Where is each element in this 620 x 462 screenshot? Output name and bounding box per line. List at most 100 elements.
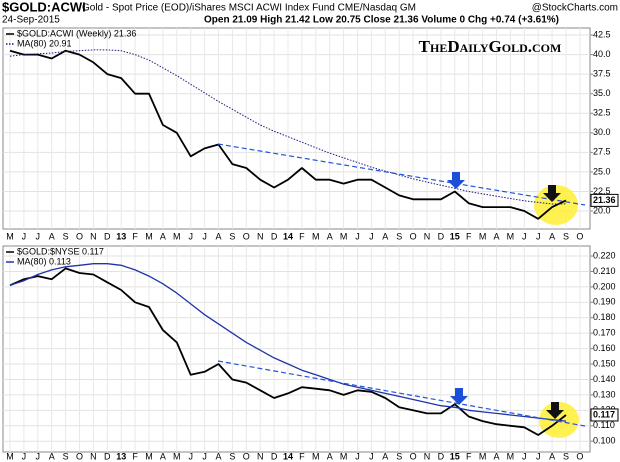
date: 24-Sep-2015	[2, 15, 60, 26]
x-tick-label: F	[466, 451, 472, 461]
plot-layer	[9, 49, 567, 436]
x-tick-label: A	[327, 451, 333, 461]
x-tick-label: 13	[116, 231, 126, 241]
x-tick-label: S	[63, 451, 69, 461]
x-tick-label: N	[90, 231, 97, 241]
x-tick-label: M	[479, 231, 487, 241]
x-tick-label: M	[312, 451, 320, 461]
x-tick-label: M	[507, 231, 515, 241]
series-line	[9, 267, 567, 436]
x-tick-label: A	[160, 451, 166, 461]
x-tick-label: M	[340, 231, 348, 241]
x-tick-label: A	[49, 231, 55, 241]
x-tick-label: M	[340, 451, 348, 461]
x-tick-label: A	[327, 231, 333, 241]
x-tick-label: S	[63, 231, 69, 241]
x-tick-label: D	[271, 451, 278, 461]
description: Gold - Spot Price (EOD)/iShares MSCI ACW…	[82, 3, 416, 14]
y-tick-label: 35.0	[593, 88, 611, 98]
x-tick-label: M	[173, 451, 181, 461]
x-tick-label: O	[410, 231, 417, 241]
y-tick-label: 37.5	[593, 69, 611, 79]
x-tick-label: M	[507, 451, 515, 461]
x-tick-label: J	[36, 231, 41, 241]
x-tick-label: F	[299, 451, 305, 461]
x-tick-label: M	[145, 231, 153, 241]
x-tick-label: M	[6, 231, 14, 241]
source: @StockCharts.com	[532, 3, 618, 14]
x-tick-label: 13	[116, 451, 126, 461]
y-tick-label: 0.100	[593, 436, 616, 446]
x-tick-label: A	[160, 231, 166, 241]
x-tick-label: S	[563, 451, 569, 461]
close-box	[590, 408, 619, 422]
y-tick-label: 20.0	[593, 205, 611, 215]
x-tick-label: M	[312, 231, 320, 241]
x-tick-label: N	[424, 451, 431, 461]
y-tick-label: 30.0	[593, 127, 611, 137]
x-tick-label: A	[382, 451, 388, 461]
arrow	[543, 185, 561, 202]
x-tick-label: A	[382, 231, 388, 241]
y-tick-label: 32.5	[593, 108, 611, 118]
x-tick-label: J	[188, 451, 193, 461]
symbol: $GOLD:ACWI	[2, 0, 86, 14]
x-tick-label: D	[438, 451, 445, 461]
x-tick-label: S	[229, 231, 235, 241]
x-tick-label: A	[549, 451, 555, 461]
x-tick-label: S	[229, 451, 235, 461]
x-tick-label: J	[522, 451, 527, 461]
watermark: TheDailyGold.com	[419, 37, 562, 56]
y-tick-label: 0.170	[593, 328, 616, 338]
grid-layer	[3, 28, 593, 452]
x-tick-label: A	[493, 231, 499, 241]
close-box	[590, 193, 619, 207]
y-tick-label: 0.130	[593, 389, 616, 399]
x-tick-label: A	[215, 451, 221, 461]
x-tick-label: O	[243, 451, 250, 461]
x-tick-label: O	[576, 231, 583, 241]
x-tick-label: J	[202, 231, 207, 241]
panel-frame	[2, 27, 591, 230]
x-tick-label: J	[536, 231, 541, 241]
x-tick-label: 14	[283, 231, 293, 241]
x-tick-label: J	[355, 231, 360, 241]
quote: Open 21.09 High 21.42 Low 20.75 Close 21…	[204, 15, 559, 26]
x-tick-label: J	[202, 451, 207, 461]
x-tick-label: J	[22, 231, 27, 241]
x-tick-label: 14	[283, 451, 293, 461]
x-tick-label: M	[145, 451, 153, 461]
arrow	[447, 172, 465, 189]
y-tick-label: 27.5	[593, 147, 611, 157]
x-tick-label: N	[424, 231, 431, 241]
x-tick-label: N	[90, 451, 97, 461]
x-tick-label: M	[479, 451, 487, 461]
legend-label: $GOLD:ACWI (Weekly) 21.36	[17, 28, 136, 38]
x-tick-label: F	[299, 231, 305, 241]
legend-label: $GOLD:$NYSE 0.117	[17, 246, 104, 256]
arrow	[450, 388, 468, 405]
y-tick-label: 0.220	[593, 250, 616, 260]
x-tick-label: O	[76, 451, 83, 461]
legend-label: MA(80) 0.113	[17, 256, 71, 266]
x-tick-label: S	[396, 451, 402, 461]
x-tick-label: M	[6, 451, 14, 461]
x-tick-label: J	[536, 451, 541, 461]
legend-label: MA(80) 20.91	[17, 38, 72, 48]
series-line	[9, 49, 567, 220]
x-tick-label: J	[188, 231, 193, 241]
y-tick-label: 25.0	[593, 166, 611, 176]
x-tick-label: N	[257, 451, 264, 461]
y-tick-label: 0.200	[593, 281, 616, 291]
series-line	[9, 263, 567, 422]
x-tick-label: D	[104, 231, 111, 241]
x-tick-label: M	[173, 231, 181, 241]
x-tick-label: 15	[450, 231, 460, 241]
close-label: 21.36	[593, 195, 616, 205]
y-tick-label: 0.190	[593, 297, 616, 307]
x-tick-label: O	[576, 451, 583, 461]
x-tick-label: F	[132, 451, 138, 461]
y-tick-label: 0.140	[593, 374, 616, 384]
